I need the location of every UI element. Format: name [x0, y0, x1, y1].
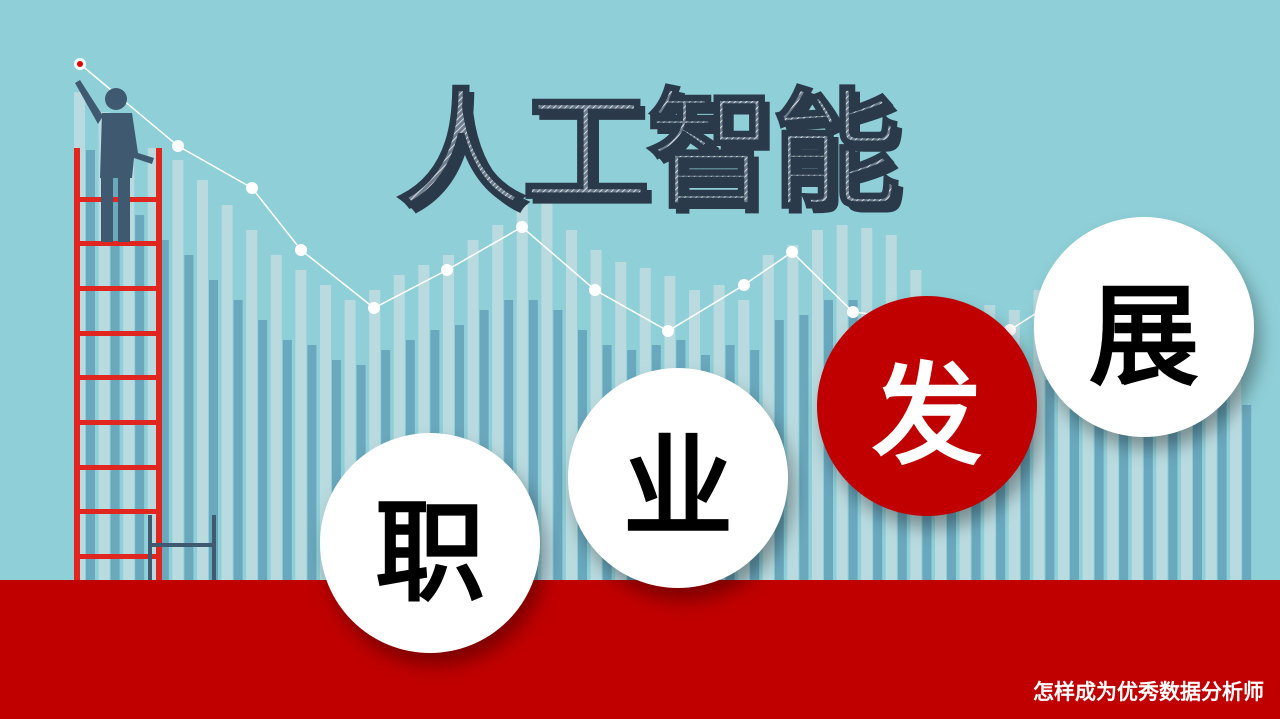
- bar-light: [1205, 330, 1217, 580]
- title-ai: 人 人 工 工 智 智 能 能: [396, 76, 906, 218]
- bar-light: [467, 240, 479, 580]
- bar-dark: [1070, 375, 1079, 580]
- bar-dark: [1119, 370, 1129, 580]
- trend-point: [295, 244, 307, 256]
- title-char: 智: [647, 77, 775, 218]
- bar-light: [147, 148, 159, 580]
- circle-fa: 发: [817, 296, 1037, 516]
- trend-point: [738, 279, 750, 291]
- bar-light: [1156, 300, 1168, 580]
- bar-light: [221, 205, 233, 580]
- bar-dark: [1217, 398, 1227, 580]
- bar-light: [344, 300, 356, 580]
- trend-point: [589, 284, 601, 296]
- bar-light: [172, 160, 184, 580]
- bar-light: [197, 180, 208, 580]
- circle-char: 发: [872, 352, 982, 480]
- bar-light: [541, 198, 553, 580]
- circle-ye: 业: [568, 368, 788, 588]
- bar-light: [123, 140, 135, 580]
- trend-point: [662, 325, 674, 337]
- bar-dark: [86, 150, 95, 580]
- bar-light: [295, 270, 307, 580]
- title-char-shadow: 人: [403, 83, 531, 218]
- bar-dark: [479, 310, 489, 580]
- bar-dark: [258, 320, 268, 580]
- bar-dark: [332, 360, 341, 580]
- title-char: 人: [397, 77, 525, 218]
- bar-light: [1082, 282, 1094, 580]
- bar-dark: [1143, 380, 1153, 580]
- trend-line: [79, 63, 1061, 332]
- title-char-shadow: 工: [528, 83, 656, 218]
- trend-point: [368, 302, 380, 314]
- trend-point: [246, 182, 258, 194]
- bar-dark: [1168, 385, 1178, 580]
- bar-light: [443, 255, 454, 580]
- trend-point: [847, 306, 859, 318]
- circle-char: 职: [375, 489, 485, 617]
- circle-char: 业: [623, 424, 733, 552]
- circle-zhi: 职: [320, 433, 540, 653]
- bar-dark: [184, 255, 194, 580]
- bar-light: [566, 230, 577, 580]
- bar-dark: [1193, 395, 1202, 580]
- bar-dark: [553, 310, 563, 580]
- person-figure: [75, 80, 154, 242]
- bar-dark: [282, 340, 292, 580]
- trend-point: [172, 140, 184, 152]
- bar-light: [270, 255, 282, 580]
- title-char-shadow: 能: [778, 83, 906, 218]
- bar-dark: [1242, 405, 1252, 580]
- bar-dark: [233, 300, 243, 580]
- step-stool: [148, 515, 216, 585]
- bar-light: [516, 205, 528, 580]
- subtitle: 怎样成为优秀数据分析师: [1033, 680, 1264, 704]
- bar-dark: [528, 300, 538, 580]
- bar-light: [787, 245, 799, 580]
- bar-light: [1033, 290, 1045, 580]
- bar-light: [320, 285, 331, 580]
- bar-light: [1058, 288, 1069, 580]
- circle-zhan: 展: [1034, 217, 1254, 437]
- bar-dark: [135, 215, 145, 580]
- bar-dark: [1020, 395, 1030, 580]
- bar-dark: [307, 345, 317, 580]
- bottom-red-band: [0, 580, 1280, 719]
- bar-dark: [209, 280, 218, 580]
- bar-dark: [504, 300, 514, 580]
- bar-dark: [799, 315, 809, 580]
- trend-point: [441, 264, 453, 276]
- bar-light: [492, 225, 504, 580]
- bar-light: [1230, 345, 1242, 580]
- bar-light: [369, 290, 381, 580]
- bar-dark: [1045, 380, 1055, 580]
- trend-point: [786, 246, 798, 258]
- bar-light: [1181, 320, 1192, 580]
- title-char-shadow: 智: [653, 83, 781, 218]
- bar-light: [393, 275, 405, 580]
- title-char: 能: [772, 77, 900, 218]
- trend-points: [172, 140, 1066, 337]
- bar-dark: [1094, 372, 1104, 580]
- title-char: 工: [522, 77, 650, 218]
- bar-light: [246, 230, 258, 580]
- circle-char: 展: [1089, 273, 1199, 401]
- bar-light: [98, 112, 110, 580]
- trend-point: [516, 221, 528, 233]
- bar-dark: [159, 240, 169, 580]
- peak-point-center: [77, 61, 83, 67]
- bar-light: [418, 265, 430, 580]
